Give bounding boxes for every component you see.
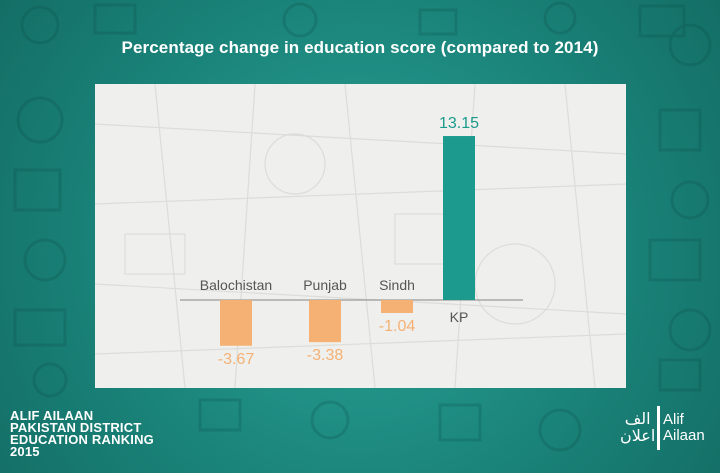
bar-punjab <box>309 300 341 343</box>
bar-chart: Balochistan -3.67 Punjab -3.38 Sindh -1.04 KP 1… <box>180 115 523 368</box>
value-label-sindh: -1.04 <box>379 318 416 335</box>
branding-line-1: ALIF AILAAN <box>10 408 94 423</box>
logo-latin: Alif Ailaan <box>663 412 705 444</box>
bar-kp <box>443 136 475 300</box>
branding-text: ALIF AILAAN PAKISTAN DISTRICT EDUCATION … <box>10 408 154 459</box>
value-label-punjab: -3.38 <box>307 347 344 364</box>
logo-latin-line-2: Ailaan <box>663 427 705 444</box>
logo-arabic: الف اعلان <box>620 410 655 444</box>
map-texture <box>95 84 626 388</box>
branding-line-4: 2015 <box>10 444 40 459</box>
category-label-punjab: Punjab <box>303 277 347 293</box>
logo-divider <box>657 406 660 450</box>
category-label-balochistan: Balochistan <box>200 277 272 293</box>
chart-title: Percentage change in education score (co… <box>121 38 599 57</box>
branding-line-2: PAKISTAN DISTRICT <box>10 420 142 435</box>
branding-line-3: EDUCATION RANKING <box>10 432 154 447</box>
logo-arabic-line-2: اعلان <box>620 426 656 445</box>
alif-ailaan-logo: الف اعلان Alif Ailaan <box>616 404 716 454</box>
bar-sindh <box>381 300 413 313</box>
bar-balochistan <box>220 300 252 346</box>
chart-panel <box>95 84 626 388</box>
logo-arabic-line-1: الف <box>624 409 651 428</box>
category-label-kp: KP <box>450 309 469 325</box>
value-label-kp: 13.15 <box>439 115 479 132</box>
category-label-sindh: Sindh <box>379 277 415 293</box>
logo-latin-line-1: Alif <box>663 411 684 428</box>
value-label-balochistan: -3.67 <box>218 351 255 368</box>
